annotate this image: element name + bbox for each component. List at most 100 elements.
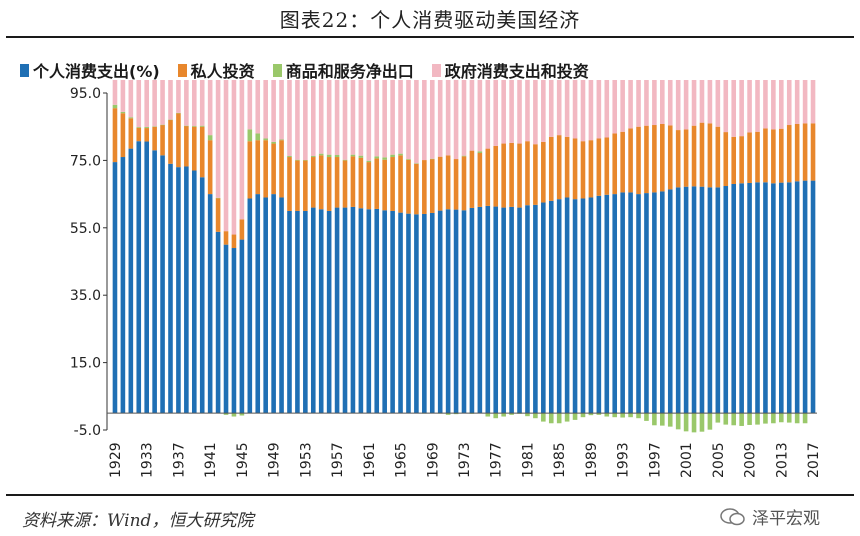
bar-consumption — [406, 213, 411, 414]
bar-investment — [414, 163, 419, 215]
bar-government — [604, 80, 610, 138]
bar-investment — [453, 159, 459, 210]
bar-consumption — [525, 205, 530, 414]
bar-investment — [469, 150, 475, 208]
bar-investment — [112, 108, 118, 163]
bar-investment — [715, 126, 721, 188]
bar-government — [493, 80, 499, 146]
bar-government — [763, 80, 768, 129]
y-tick-label: 15.0 — [70, 356, 101, 372]
bar-investment — [747, 132, 752, 183]
bar-consumption — [247, 198, 253, 414]
bar-investment — [810, 123, 816, 181]
bar-consumption — [191, 170, 197, 414]
x-tick-label: 1949 — [267, 442, 283, 478]
bar-consumption — [517, 207, 522, 414]
source-note: 资料来源：Wind，恒大研究院 — [22, 511, 254, 531]
bar-net-exports — [136, 127, 142, 128]
bar-government — [667, 80, 673, 126]
bars — [112, 80, 816, 433]
bar-consumption — [398, 212, 403, 414]
bar-net-exports — [445, 413, 451, 415]
bar-consumption — [255, 194, 261, 414]
bar-investment — [152, 126, 157, 151]
bar-net-exports — [596, 413, 602, 415]
x-tick-label: 1993 — [616, 442, 632, 478]
bar-consumption — [644, 193, 649, 414]
bar-consumption — [660, 191, 665, 414]
bar-consumption — [771, 183, 776, 414]
bar-government — [723, 80, 729, 133]
bar-consumption — [207, 194, 213, 414]
bar-investment — [786, 125, 792, 183]
bar-government — [191, 80, 197, 127]
bar-net-exports — [786, 413, 792, 423]
bar-investment — [191, 126, 197, 171]
bar-net-exports — [604, 413, 610, 417]
bar-consumption — [683, 186, 689, 414]
bar-government — [572, 80, 578, 139]
bar-investment — [358, 157, 364, 209]
bar-consumption — [326, 210, 332, 414]
bar-consumption — [469, 207, 475, 414]
bar-government — [112, 80, 118, 105]
bar-consumption — [414, 214, 419, 414]
bar-government — [342, 80, 348, 160]
bar-consumption — [342, 207, 348, 414]
bar-net-exports — [168, 119, 173, 121]
bar-investment — [310, 157, 316, 208]
legend-item-government: 政府消费支出和投资 — [431, 58, 589, 82]
bar-consumption — [184, 166, 189, 414]
bar-consumption — [541, 202, 546, 414]
bar-net-exports — [406, 159, 411, 160]
bar-government — [374, 80, 380, 157]
bar-investment — [176, 113, 181, 168]
bar-consumption — [334, 207, 340, 414]
bar-investment — [620, 131, 625, 193]
bar-government — [334, 80, 340, 156]
bar-consumption — [731, 183, 737, 414]
bar-investment — [509, 142, 514, 207]
bar-net-exports — [699, 413, 705, 432]
watermark-text: 泽平宏观 — [752, 509, 820, 529]
bar-government — [398, 80, 403, 154]
bar-government — [739, 80, 744, 137]
bar-investment — [263, 140, 268, 198]
y-tick-label: 75.0 — [70, 153, 101, 169]
bar-government — [509, 80, 514, 143]
bar-investment — [461, 156, 467, 211]
bar-consumption — [350, 206, 356, 414]
bar-government — [390, 80, 395, 155]
bar-consumption — [374, 208, 380, 414]
bar-government — [660, 80, 665, 124]
bar-net-exports — [453, 413, 459, 415]
bar-net-exports — [326, 154, 332, 158]
bar-investment — [223, 231, 229, 245]
bar-government — [517, 80, 522, 144]
bar-net-exports — [747, 413, 752, 425]
bar-net-exports — [358, 155, 364, 158]
bar-consumption — [580, 198, 586, 414]
bar-government — [469, 80, 475, 151]
bar-government — [541, 80, 546, 142]
bar-consumption — [628, 192, 633, 414]
bar-investment — [445, 155, 451, 210]
bar-net-exports — [525, 413, 530, 417]
bar-investment — [564, 136, 570, 198]
bar-consumption — [231, 248, 237, 414]
bar-net-exports — [279, 139, 284, 141]
bar-net-exports — [501, 413, 506, 417]
bar-government — [255, 80, 261, 134]
bar-consumption — [199, 177, 205, 414]
bar-consumption — [239, 239, 245, 414]
bar-consumption — [390, 210, 395, 414]
x-tick-label: 1997 — [647, 442, 663, 478]
bar-investment — [398, 155, 403, 213]
bar-net-exports — [231, 413, 237, 417]
bar-investment — [422, 160, 427, 214]
chart-title: 图表22：个人消费驱动美国经济 — [279, 8, 581, 32]
wechat-icon — [720, 507, 745, 525]
bar-net-exports — [120, 111, 126, 114]
bar-consumption — [675, 187, 681, 414]
bar-net-exports — [533, 413, 538, 419]
